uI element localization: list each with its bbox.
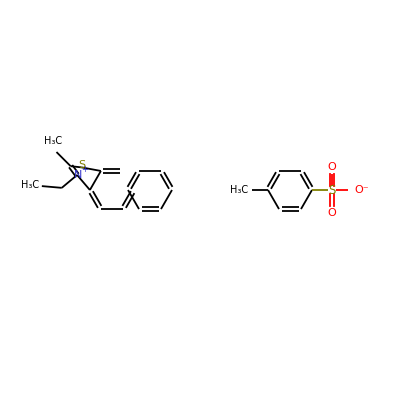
Text: N: N [74, 170, 82, 180]
Text: H₃C: H₃C [44, 136, 62, 146]
Text: H₃C: H₃C [230, 185, 248, 195]
Text: +: + [81, 166, 88, 174]
Text: O⁻: O⁻ [354, 185, 369, 195]
Text: H₃C: H₃C [21, 180, 39, 190]
Text: O: O [328, 162, 336, 172]
Text: S: S [328, 184, 336, 196]
Text: O: O [328, 208, 336, 218]
Text: S: S [78, 160, 85, 170]
